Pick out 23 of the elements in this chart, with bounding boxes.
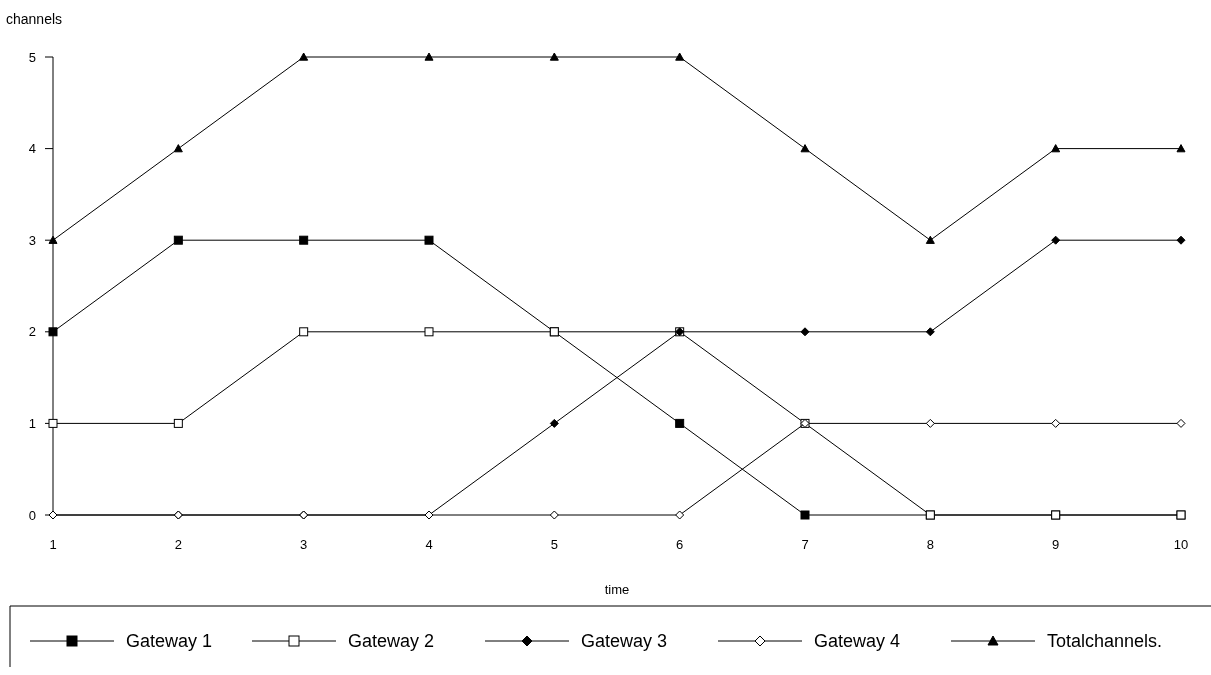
x-tick-label: 7 bbox=[801, 537, 809, 552]
legend-label: Gateway 4 bbox=[814, 631, 901, 652]
y-tick-label: 3 bbox=[28, 232, 36, 248]
legend-label: Gateway 1 bbox=[126, 631, 213, 652]
y-axis-title: channels bbox=[6, 11, 63, 27]
x-tick-label: 2 bbox=[174, 537, 182, 552]
x-tick-label: 6 bbox=[676, 537, 684, 552]
x-tick-label: 10 bbox=[1173, 537, 1189, 552]
x-tick-label: 8 bbox=[926, 537, 934, 552]
y-tick-label: 5 bbox=[28, 49, 36, 65]
y-tick-label: 1 bbox=[28, 415, 36, 431]
x-tick-label: 3 bbox=[300, 537, 308, 552]
x-tick-label: 4 bbox=[425, 537, 433, 552]
legend-label: Gateway 3 bbox=[581, 631, 668, 652]
y-tick-label: 0 bbox=[28, 507, 36, 523]
legend-label: Totalchannels. bbox=[1047, 631, 1163, 652]
x-tick-label: 9 bbox=[1052, 537, 1060, 552]
legend-label: Gateway 2 bbox=[348, 631, 435, 652]
y-tick-label: 4 bbox=[28, 141, 36, 157]
y-tick-label: 2 bbox=[28, 324, 36, 340]
x-tick-label: 1 bbox=[49, 537, 57, 552]
x-tick-label: 5 bbox=[550, 537, 558, 552]
x-axis-title: time bbox=[604, 582, 630, 597]
